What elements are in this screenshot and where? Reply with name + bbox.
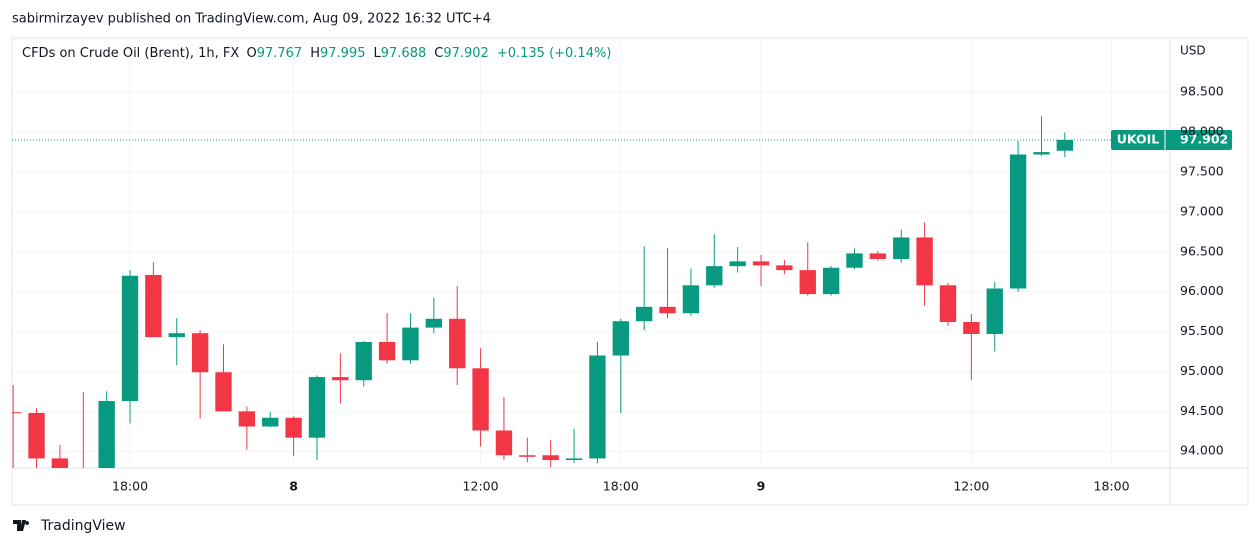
candle-body xyxy=(145,274,162,338)
candle-body xyxy=(402,327,419,361)
legend-symbol: CFDs on Crude Oil (Brent), 1h, FX xyxy=(22,46,239,61)
candle-body xyxy=(893,237,910,259)
legend: CFDs on Crude Oil (Brent), 1h, FX O97.767… xyxy=(22,46,611,61)
candle-body xyxy=(565,458,583,461)
candle-body xyxy=(916,237,933,286)
candle-body xyxy=(168,333,185,338)
candle-body xyxy=(308,377,326,438)
candle-body xyxy=(355,341,372,381)
y-tick-label: 96.000 xyxy=(1180,283,1224,298)
ticker: UKOIL xyxy=(1117,131,1160,146)
y-tick-label: 98.000 xyxy=(1180,124,1224,139)
last-price: 97.902 xyxy=(1180,131,1228,146)
x-tick-label: 18:00 xyxy=(1094,479,1130,494)
candle-body xyxy=(939,285,957,323)
x-tick-label: 9 xyxy=(757,479,766,494)
candle-body xyxy=(332,377,349,381)
candle-body xyxy=(986,288,1003,334)
logo: TradingView xyxy=(13,518,126,534)
candle-body xyxy=(238,411,256,427)
y-tick-label: 97.000 xyxy=(1180,203,1224,218)
candle-body xyxy=(425,318,443,328)
legend-label: C xyxy=(434,46,443,61)
logo-icon xyxy=(13,520,30,531)
x-tick-label: 18:00 xyxy=(112,479,148,494)
legend-value: 97.995 xyxy=(320,46,366,61)
candle-body xyxy=(729,261,746,267)
candle-body xyxy=(1009,154,1027,289)
candle-body xyxy=(869,253,887,259)
candle-body xyxy=(706,266,723,286)
candle-body xyxy=(612,321,629,356)
candle-body xyxy=(846,253,863,268)
y-tick-label: 95.500 xyxy=(1180,323,1224,338)
legend-value: 97.688 xyxy=(381,46,427,61)
candle-body xyxy=(191,333,209,373)
candle-body xyxy=(285,417,302,438)
candle-body xyxy=(635,306,653,322)
candle-body xyxy=(449,318,466,369)
legend-value: 97.767 xyxy=(257,46,303,61)
price-tag xyxy=(1111,129,1232,150)
candle-body xyxy=(1056,139,1074,151)
currency: USD xyxy=(1180,44,1206,58)
candle-body xyxy=(1033,152,1050,155)
y-tick-label: 96.500 xyxy=(1180,243,1224,258)
candle-body xyxy=(822,267,840,295)
candle-body xyxy=(75,469,91,479)
candle-body xyxy=(378,341,396,361)
candle-body xyxy=(12,412,22,414)
grid xyxy=(12,38,1170,468)
header: sabirmirzayev published on TradingView.c… xyxy=(12,12,491,27)
candle-body xyxy=(121,275,139,401)
y-tick-label: 94.000 xyxy=(1180,443,1224,458)
candle-body xyxy=(963,322,980,334)
candle-body xyxy=(776,265,793,271)
candle-body xyxy=(98,400,115,468)
legend-label: H xyxy=(310,46,320,61)
candle-body xyxy=(659,306,676,314)
candle-body xyxy=(495,430,513,456)
y-tick-label: 94.500 xyxy=(1180,403,1224,418)
candle-body xyxy=(472,368,489,431)
candle-body xyxy=(589,355,606,459)
candle-body xyxy=(542,455,559,461)
legend-change: +0.135 (+0.14%) xyxy=(497,46,612,61)
footer: TradingView xyxy=(40,518,126,534)
candles xyxy=(12,116,1074,479)
candle-body xyxy=(799,270,816,295)
x-tick-label: 18:00 xyxy=(603,479,639,494)
candle-body xyxy=(752,261,770,266)
candle-body xyxy=(28,412,45,459)
candle-body xyxy=(519,455,536,457)
candle-body xyxy=(51,458,69,468)
y-tick-label: 97.500 xyxy=(1180,164,1224,179)
x-tick-label: 12:00 xyxy=(463,479,499,494)
x-tick-label: 12:00 xyxy=(953,479,989,494)
y-tick-label: 98.500 xyxy=(1180,84,1224,99)
legend-label: L xyxy=(374,46,382,61)
candle-body xyxy=(215,372,232,412)
legend-label: O xyxy=(246,46,256,61)
legend-value: 97.902 xyxy=(443,46,489,61)
x-tick-label: 8 xyxy=(289,479,298,494)
y-tick-label: 95.000 xyxy=(1180,363,1224,378)
candle-body xyxy=(682,285,700,314)
candle-body xyxy=(262,417,279,427)
